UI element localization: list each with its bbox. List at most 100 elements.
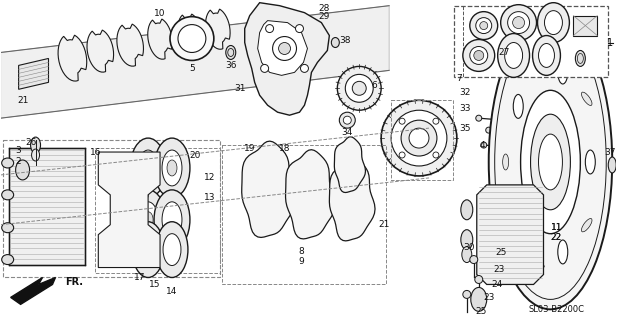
Ellipse shape	[486, 127, 492, 133]
Ellipse shape	[481, 142, 487, 148]
Ellipse shape	[170, 17, 214, 60]
Ellipse shape	[2, 158, 14, 168]
Text: 33: 33	[459, 104, 470, 113]
Polygon shape	[9, 148, 85, 265]
Ellipse shape	[143, 160, 153, 176]
Text: 11: 11	[551, 223, 562, 232]
Ellipse shape	[476, 18, 492, 34]
Polygon shape	[206, 9, 230, 49]
Ellipse shape	[558, 60, 568, 84]
Ellipse shape	[489, 15, 612, 309]
Ellipse shape	[470, 256, 478, 264]
Text: 21: 21	[378, 220, 390, 229]
Ellipse shape	[138, 202, 158, 238]
Polygon shape	[58, 35, 87, 81]
Ellipse shape	[132, 187, 148, 203]
Ellipse shape	[461, 200, 473, 220]
Ellipse shape	[575, 51, 585, 67]
Ellipse shape	[2, 223, 14, 233]
Ellipse shape	[132, 222, 164, 277]
Ellipse shape	[582, 92, 592, 106]
Text: FR.: FR.	[66, 277, 83, 287]
Ellipse shape	[529, 260, 544, 268]
Text: 28: 28	[319, 4, 330, 13]
Text: 11: 11	[551, 223, 562, 232]
Ellipse shape	[339, 112, 355, 128]
Ellipse shape	[162, 150, 182, 186]
Ellipse shape	[471, 287, 487, 311]
Ellipse shape	[331, 37, 339, 47]
Ellipse shape	[401, 120, 437, 156]
Ellipse shape	[399, 118, 405, 124]
Text: 22: 22	[551, 233, 562, 242]
Ellipse shape	[476, 115, 482, 121]
Ellipse shape	[178, 25, 206, 52]
Text: 25: 25	[475, 307, 486, 316]
Polygon shape	[476, 185, 543, 284]
Text: 25: 25	[495, 248, 506, 257]
Ellipse shape	[30, 137, 41, 153]
Ellipse shape	[529, 56, 544, 63]
Ellipse shape	[138, 150, 158, 186]
Ellipse shape	[463, 40, 494, 71]
Text: 35: 35	[459, 124, 470, 132]
Text: 32: 32	[459, 88, 470, 97]
Polygon shape	[19, 59, 48, 89]
Text: 18: 18	[279, 144, 290, 153]
Ellipse shape	[608, 157, 616, 173]
Ellipse shape	[514, 206, 523, 229]
Ellipse shape	[480, 22, 488, 29]
Text: 36: 36	[225, 61, 237, 70]
Polygon shape	[11, 277, 56, 304]
Polygon shape	[148, 19, 172, 59]
Text: 23: 23	[493, 265, 504, 274]
Text: 15: 15	[150, 280, 161, 289]
Polygon shape	[245, 3, 329, 115]
Ellipse shape	[2, 255, 14, 265]
Bar	[95, 148, 220, 273]
Ellipse shape	[533, 36, 561, 76]
Ellipse shape	[463, 291, 471, 298]
Ellipse shape	[399, 152, 405, 158]
Ellipse shape	[130, 138, 166, 198]
Ellipse shape	[167, 160, 177, 176]
Ellipse shape	[130, 190, 166, 250]
Ellipse shape	[279, 43, 290, 54]
Text: 2: 2	[16, 157, 22, 166]
Ellipse shape	[139, 234, 157, 266]
Ellipse shape	[433, 152, 439, 158]
Ellipse shape	[530, 114, 570, 210]
Text: 23: 23	[483, 293, 494, 302]
Ellipse shape	[502, 154, 509, 170]
Text: 5: 5	[189, 64, 195, 73]
Ellipse shape	[381, 100, 457, 176]
Ellipse shape	[300, 64, 308, 72]
Text: 22: 22	[551, 233, 562, 242]
Text: 1: 1	[607, 37, 613, 47]
Text: 12: 12	[204, 173, 216, 182]
Ellipse shape	[582, 219, 592, 232]
Polygon shape	[242, 141, 295, 237]
Ellipse shape	[538, 44, 554, 68]
Ellipse shape	[266, 25, 274, 33]
Text: 10: 10	[154, 9, 166, 18]
Ellipse shape	[156, 222, 188, 277]
Text: 26: 26	[25, 138, 36, 147]
Ellipse shape	[15, 160, 30, 180]
Text: 27: 27	[498, 48, 509, 57]
Ellipse shape	[32, 149, 40, 161]
Polygon shape	[87, 30, 114, 72]
Ellipse shape	[514, 94, 523, 118]
Ellipse shape	[2, 190, 14, 200]
Text: 16: 16	[90, 148, 101, 156]
Ellipse shape	[462, 247, 472, 262]
Text: 37: 37	[604, 148, 616, 156]
Ellipse shape	[505, 43, 523, 68]
Text: 3: 3	[15, 146, 22, 155]
Text: 29: 29	[319, 12, 330, 21]
Polygon shape	[1, 6, 389, 118]
Bar	[454, 6, 608, 77]
Text: 8: 8	[298, 247, 304, 256]
Ellipse shape	[544, 11, 562, 35]
Ellipse shape	[470, 12, 497, 40]
